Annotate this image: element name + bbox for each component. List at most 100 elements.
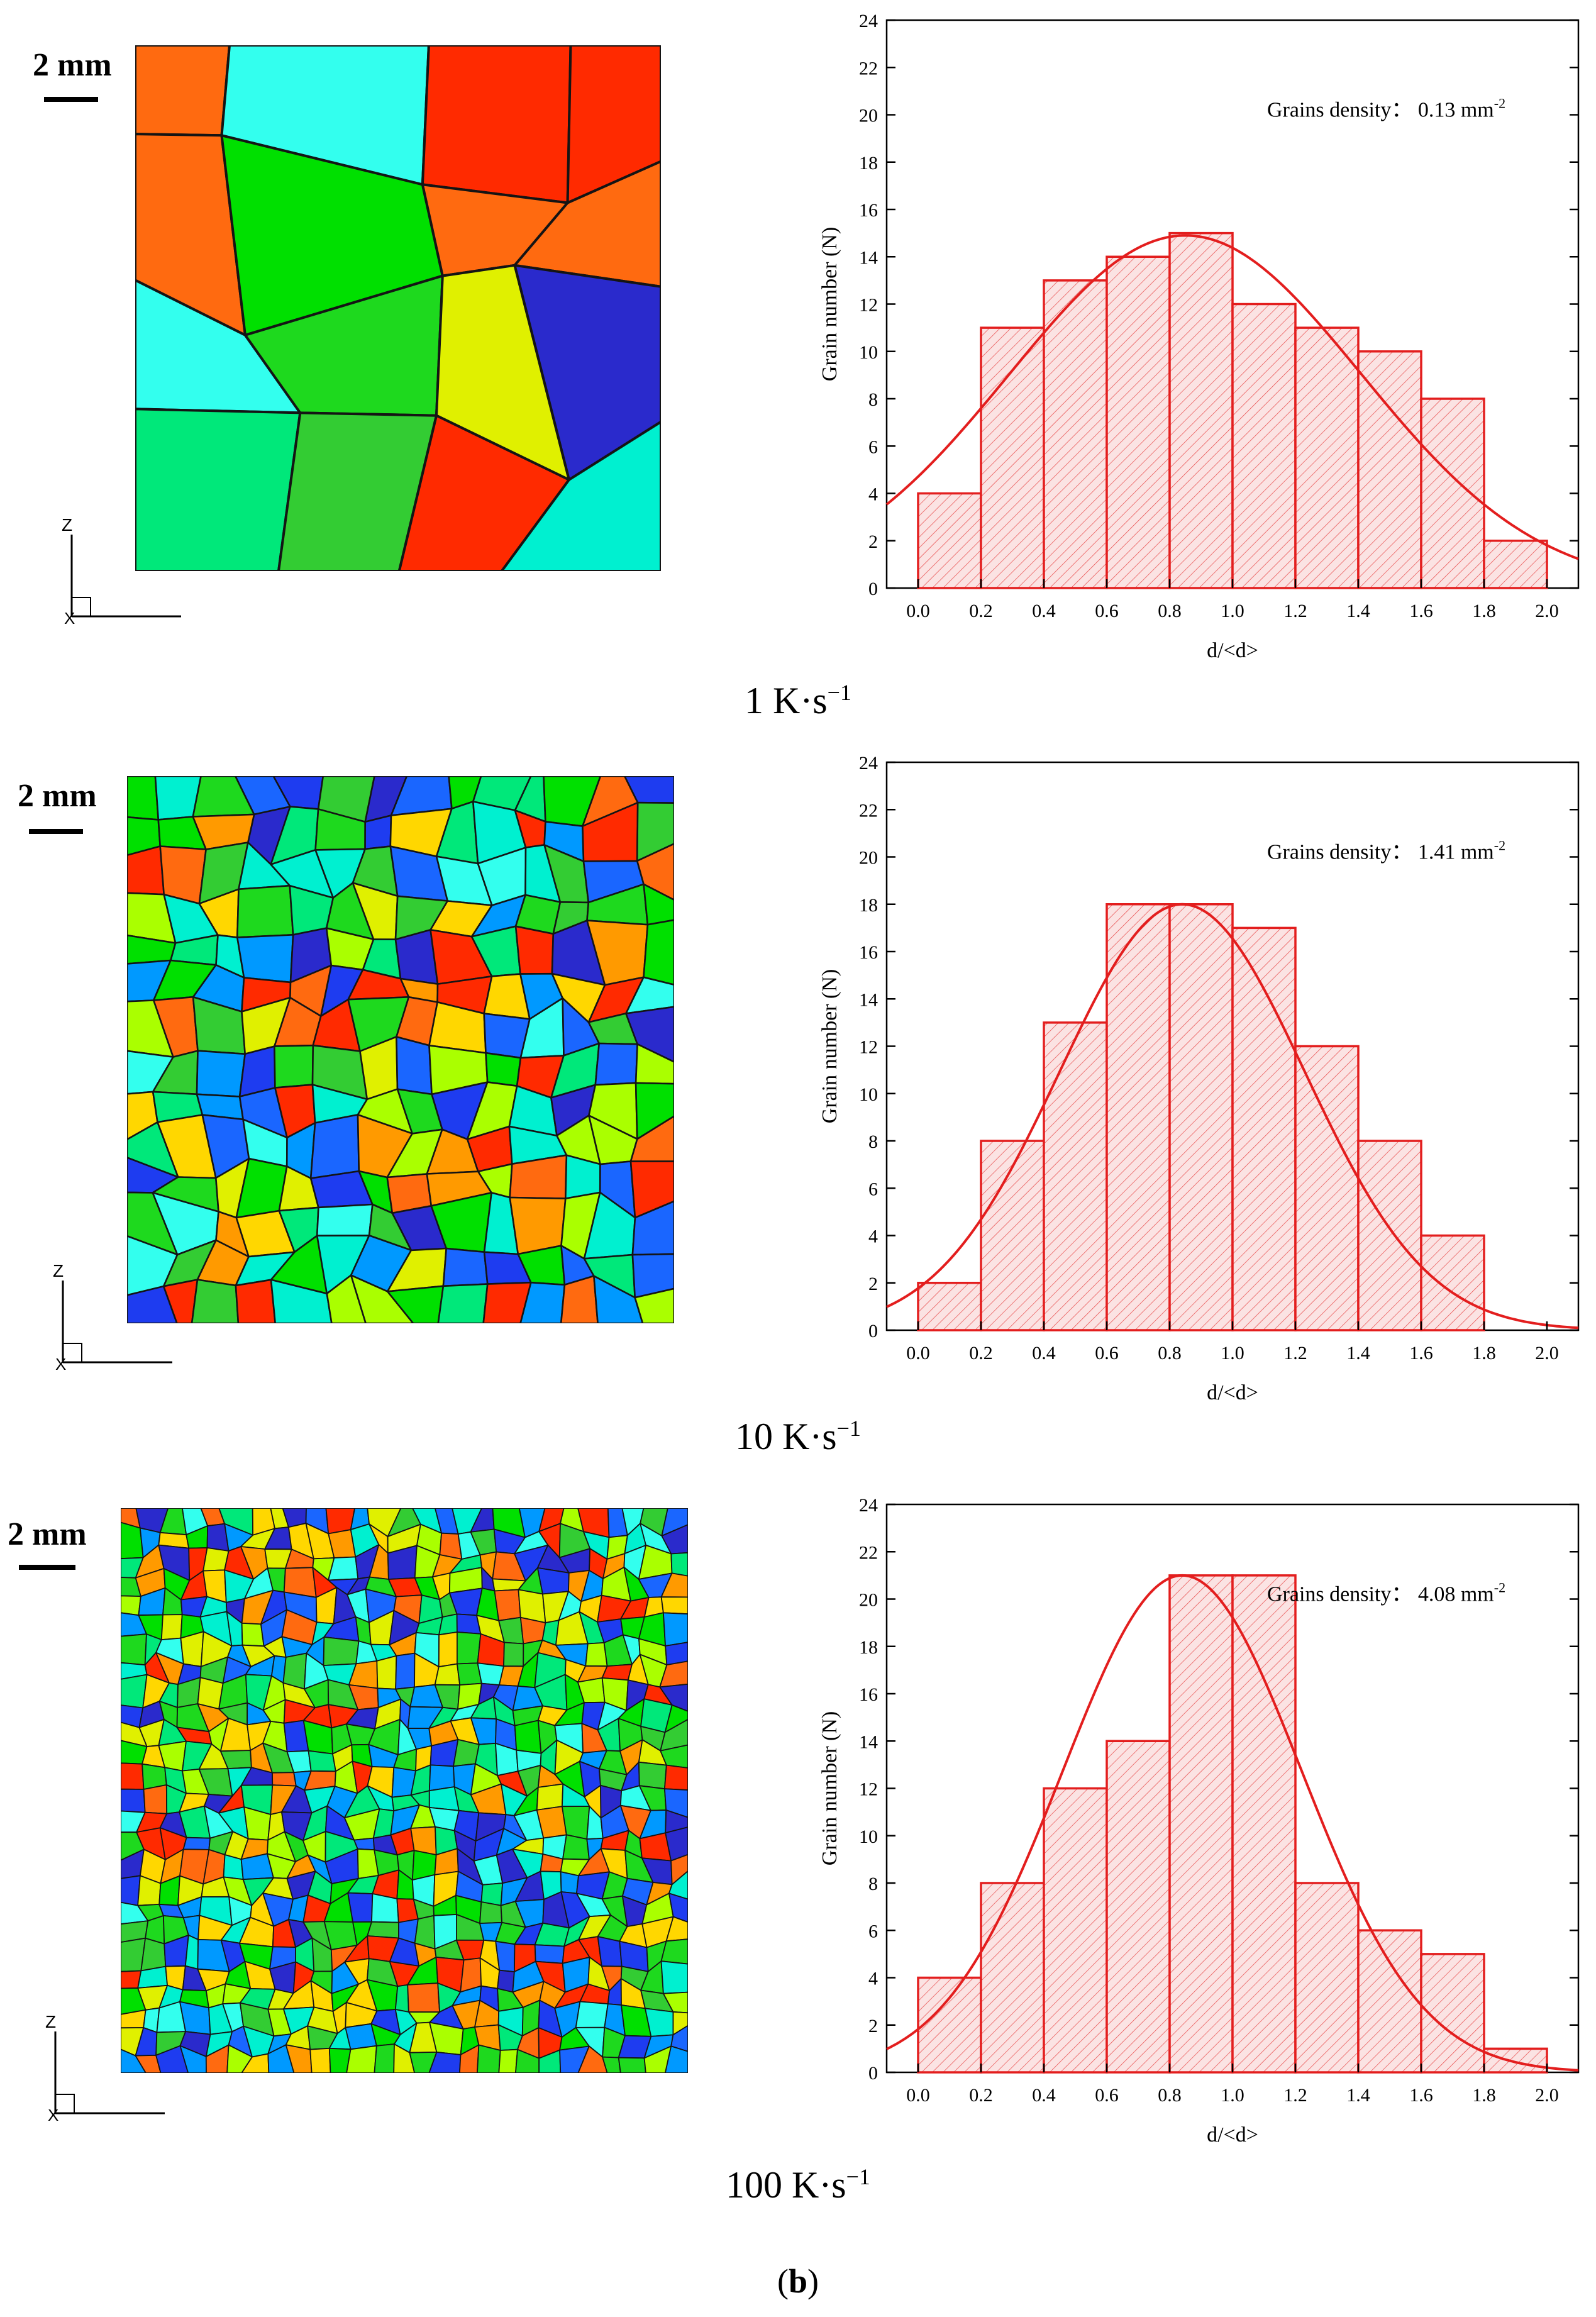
grain [121, 1788, 146, 1813]
histogram-bar [917, 1282, 982, 1331]
histogram-bar [1483, 540, 1548, 589]
grain [121, 1595, 141, 1616]
grain [407, 1982, 441, 2013]
scale-bar [44, 97, 98, 102]
grain [660, 1744, 688, 1769]
y-tick-label: 2 [868, 531, 878, 552]
y-axis-label: Grain number (N) [818, 969, 841, 1123]
grain [347, 1892, 374, 1923]
grain [559, 2045, 590, 2073]
histogram-bar [1483, 2047, 1548, 2074]
grain [631, 1200, 674, 1256]
axis-z-label: Z [62, 516, 72, 535]
histogram-bar [1231, 1574, 1297, 2074]
histogram-bar [1106, 903, 1171, 1331]
grain [485, 1052, 522, 1087]
grain [670, 1853, 688, 1886]
grain [376, 1655, 397, 1690]
histogram-bar [1168, 903, 1234, 1331]
grain [498, 2048, 518, 2073]
grain [534, 1944, 565, 1964]
grain [663, 1612, 688, 1647]
grain [135, 45, 231, 137]
grain [479, 1901, 502, 1924]
x-tick-label: 1.0 [1221, 1343, 1244, 1364]
y-tick-label: 18 [859, 1637, 878, 1658]
panel-100k: 2 mm Z Y X 0246810121416182022240.00.20.… [0, 1484, 1596, 2239]
x-axis-label: d/<d> [1207, 2123, 1258, 2147]
grain [672, 2011, 688, 2036]
grain [575, 2001, 609, 2028]
y-tick-label: 22 [859, 800, 878, 821]
grain [668, 1870, 688, 1900]
histogram-bar [1231, 926, 1297, 1331]
x-tick-label: 1.4 [1346, 1343, 1370, 1364]
gaussian-fit-curve [886, 1574, 1579, 2072]
x-tick-label: 1.4 [1346, 601, 1370, 621]
y-tick-label: 20 [859, 106, 878, 126]
grain [638, 1761, 667, 1790]
grain [594, 1042, 638, 1086]
grain [236, 884, 294, 938]
grain [636, 843, 674, 901]
grain [346, 2045, 377, 2073]
x-tick-label: 1.6 [1409, 1343, 1433, 1364]
y-axis-label: Grain number (N) [818, 1711, 841, 1865]
grain [397, 414, 570, 571]
grain [396, 1036, 433, 1096]
x-tick-label: 2.0 [1535, 601, 1559, 621]
grain [664, 1764, 688, 1791]
x-axis-label: d/<d> [1207, 1381, 1258, 1404]
histogram-bar [917, 1976, 982, 2074]
y-tick-label: 0 [868, 1321, 878, 1342]
x-axis: 0.0 0.2 0.4 0.6 0.8 1.0 1.2 1.4 1.6 1.8 2.0 [906, 2064, 1559, 2106]
grain [660, 1960, 688, 1994]
grain [509, 1196, 567, 1255]
histogram-bar [1420, 397, 1485, 589]
x-tick-label: 0.6 [1095, 601, 1119, 621]
y-tick-label: 6 [868, 1179, 878, 1199]
x-axis: 0.0 0.2 0.4 0.6 0.8 1.0 1.2 1.4 1.6 1.8 2.0 [906, 1321, 1559, 1364]
y-tick-label: 10 [859, 1084, 878, 1105]
x-tick-label: 0.4 [1032, 601, 1056, 621]
grain [593, 1275, 644, 1323]
x-tick-label: 0.8 [1158, 601, 1182, 621]
caption-cooling-rate: 10 K·s−1 [735, 1416, 861, 1457]
grain [664, 1788, 688, 1818]
grain [350, 1274, 414, 1323]
grain [309, 1114, 360, 1179]
grains-density-annotation: Grains density： 4.08 mm-2 [1267, 1580, 1505, 1606]
grain [659, 1683, 688, 1712]
grain [438, 1631, 458, 1668]
grains-density-annotation: Grains density： 0.13 mm-2 [1267, 96, 1505, 122]
y-tick-label: 8 [868, 1874, 878, 1894]
y-tick-label: 22 [859, 58, 878, 79]
y-tick-label: 6 [868, 1921, 878, 1942]
grain [121, 2048, 147, 2073]
grain [514, 1720, 542, 1754]
grain [665, 1826, 688, 1862]
histogram-bar [1294, 1882, 1360, 2074]
x-tick-label: 0.2 [969, 1343, 993, 1364]
grain [585, 1642, 608, 1667]
grain [482, 1281, 532, 1323]
grain [635, 1043, 674, 1085]
grain [577, 2045, 608, 2073]
grain [428, 1786, 460, 1811]
histogram-bar [1106, 1740, 1171, 2074]
y-tick-label: 10 [859, 342, 878, 363]
grain [241, 2053, 270, 2073]
y-tick-label: 10 [859, 1826, 878, 1847]
y-tick-label: 12 [859, 1037, 878, 1058]
grain [364, 814, 392, 850]
axis-x-label: X [48, 2106, 58, 2125]
histogram-bar [980, 1882, 1045, 2074]
grain [513, 264, 661, 481]
x-tick-label: 0.6 [1095, 2085, 1119, 2106]
grain [664, 1704, 688, 1733]
grain [409, 2052, 438, 2073]
grain [634, 1287, 674, 1323]
histogram-bar [1106, 255, 1171, 589]
x-tick-label: 1.6 [1409, 601, 1433, 621]
grain [560, 1871, 579, 1894]
